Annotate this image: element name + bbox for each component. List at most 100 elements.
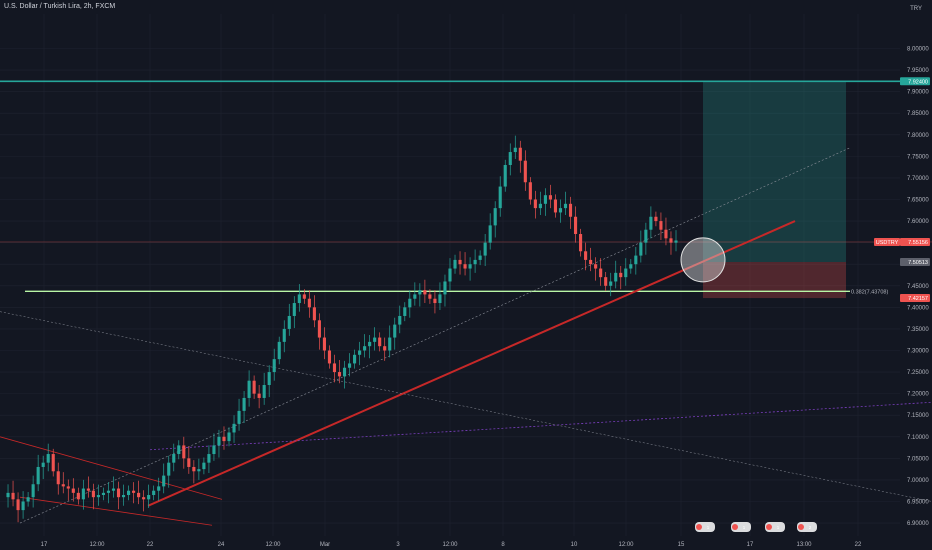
stop-price-tag: 7.42157 [908, 296, 928, 302]
candle-body [558, 208, 563, 213]
candle-body [664, 229, 668, 239]
x-tick-label: 3 [396, 542, 400, 548]
y-tick-label: 7.30000 [907, 348, 929, 354]
x-tick-label: 12:00 [618, 542, 634, 548]
event-count: 1 [777, 525, 780, 530]
candle-body [31, 484, 35, 498]
candle-body [81, 488, 85, 500]
candle-body [493, 208, 497, 226]
wedge-lower-line [19, 496, 213, 526]
x-tick-label: 22 [855, 542, 862, 548]
candle-body [11, 492, 15, 500]
candle-body [197, 469, 201, 472]
x-tick-label: 8 [501, 542, 505, 548]
x-tick-label: 10 [571, 542, 578, 548]
candle-body [368, 341, 372, 347]
candle-body [137, 492, 141, 498]
candle-body [247, 380, 251, 398]
y-tick-label: 7.65000 [907, 198, 929, 204]
candle-body [538, 203, 542, 209]
candle-body [523, 160, 527, 183]
candle-body [91, 490, 95, 498]
candle-body [6, 492, 10, 498]
candle-body [61, 484, 65, 487]
candle-body [172, 454, 176, 463]
candle-body [347, 363, 352, 368]
candle-body [629, 264, 633, 269]
candle-body [659, 221, 663, 230]
y-tick-label: 7.05000 [907, 456, 929, 462]
y-tick-label: 7.90000 [907, 90, 929, 96]
candle-body [257, 393, 261, 398]
y-tick-label: 6.90000 [907, 521, 929, 527]
time-axis[interactable]: 17 12:00 22 24 12:00 Mar 3 12:00 8 10 12:00 15 17 13:… [41, 542, 862, 548]
entry-price-tag: 7.50513 [908, 260, 928, 266]
candle-body [167, 462, 171, 476]
candle-body [342, 367, 347, 377]
candle-body [182, 445, 186, 459]
candle-body [378, 337, 382, 347]
x-tick-label: 12:00 [265, 542, 281, 548]
y-tick-label: 7.40000 [907, 305, 929, 311]
event-flag-icon [696, 524, 702, 530]
stop-zone [703, 262, 846, 299]
candle-body [634, 255, 638, 265]
candle-body [232, 423, 236, 433]
currency-label: TRY [910, 6, 922, 12]
candle-body [317, 320, 321, 338]
y-tick-label: 6.95000 [907, 499, 929, 505]
candle-body [212, 445, 216, 455]
candle-body [202, 462, 206, 470]
candle-body [573, 216, 578, 235]
entry-price-tag-bg [900, 258, 930, 267]
candle-body [116, 488, 121, 498]
candle-body [594, 264, 598, 269]
candle-body [267, 372, 271, 386]
y-tick-label: 7.80000 [907, 133, 929, 139]
price-axis[interactable]: 8.00000 7.95000 7.90000 7.85000 7.80000 7.750… [907, 47, 929, 528]
x-tick-label: 12:00 [89, 542, 105, 548]
candle-body [96, 495, 100, 498]
candle-body [152, 490, 156, 496]
y-tick-label: 7.20000 [907, 392, 929, 398]
candle-body [332, 363, 337, 373]
y-tick-label: 7.75000 [907, 154, 929, 160]
candle-body [282, 328, 286, 342]
candle-body [448, 268, 452, 282]
y-tick-label: 7.85000 [907, 111, 929, 117]
candle-body [227, 432, 231, 442]
candle-body [589, 259, 593, 265]
candle-body [252, 380, 256, 394]
event-count: 1 [743, 525, 746, 530]
candle-body [513, 147, 517, 153]
event-count: 2 [809, 525, 812, 530]
x-tick-label: 17 [747, 542, 754, 548]
candle-body [619, 272, 623, 278]
candle-body [473, 259, 477, 265]
candle-body [488, 225, 492, 243]
candle-body [76, 492, 80, 500]
candle-body [66, 486, 70, 489]
candle-body [403, 307, 407, 316]
candle-body [604, 277, 608, 286]
candle-body [312, 307, 316, 321]
candle-body [543, 195, 547, 204]
candle-body [468, 264, 472, 269]
candle-body [121, 495, 126, 498]
current-price-tag-bg [900, 237, 930, 246]
candle-body [127, 490, 131, 496]
candle-body [443, 281, 447, 295]
candle-body [373, 337, 377, 342]
candle-body [423, 290, 427, 295]
candle-body [568, 203, 573, 217]
candle-body [453, 259, 457, 269]
candle-body [327, 350, 332, 364]
y-tick-label: 7.45000 [907, 284, 929, 290]
target-price-tag: 7.92400 [908, 79, 928, 85]
candle-body [36, 466, 40, 485]
candle-body [46, 454, 50, 463]
target-price-tag-bg [900, 77, 930, 86]
x-tick-label: 22 [147, 542, 154, 548]
candle-body [207, 454, 211, 463]
